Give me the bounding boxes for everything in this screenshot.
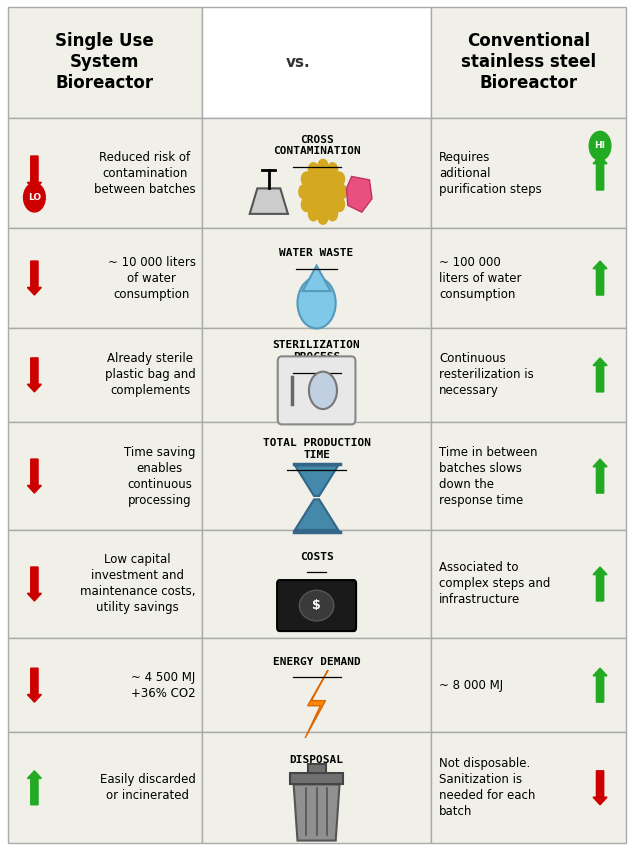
Polygon shape [593,156,607,190]
Text: Not disposable.
Sanitization is
needed for each
batch: Not disposable. Sanitization is needed f… [439,757,535,819]
Polygon shape [593,567,607,601]
Polygon shape [250,189,288,214]
Polygon shape [593,261,607,295]
Bar [8,422,202,530]
Bar [431,117,626,229]
Text: Requires
aditional
purification steps: Requires aditional purification steps [439,150,541,196]
Bar [431,530,626,638]
Bar [202,638,431,733]
Polygon shape [27,358,41,392]
Bar [8,117,202,229]
Polygon shape [593,459,607,493]
Text: Time saving
enables
continuous
processing: Time saving enables continuous processin… [124,445,196,507]
Ellipse shape [299,590,334,620]
FancyBboxPatch shape [277,580,356,631]
Circle shape [309,371,337,409]
Text: ~ 4 500 MJ
+36% CO2: ~ 4 500 MJ +36% CO2 [131,671,196,700]
Polygon shape [295,465,338,496]
Bar [202,733,431,843]
Text: HI: HI [594,141,606,150]
Circle shape [306,170,340,214]
Text: Reduced risk of
contamination
between batches: Reduced risk of contamination between ba… [94,150,196,196]
Text: Associated to
complex steps and
infrastructure: Associated to complex steps and infrastr… [439,562,550,607]
Bar [431,733,626,843]
Bar [202,328,431,422]
Bar [8,733,202,843]
Text: WATER WASTE: WATER WASTE [280,248,354,258]
Bar [202,229,431,328]
Polygon shape [294,785,340,841]
Circle shape [301,172,312,187]
Polygon shape [593,358,607,392]
Text: Low capital
investment and
maintenance costs,
utility savings: Low capital investment and maintenance c… [80,553,196,615]
Bar [431,328,626,422]
Bar [202,7,431,117]
Text: TOTAL PRODUCTION
TIME: TOTAL PRODUCTION TIME [262,439,371,460]
Bar [8,328,202,422]
Polygon shape [27,459,41,493]
Bar [8,7,202,117]
FancyBboxPatch shape [278,356,355,424]
Text: ~ 100 000
liters of water
consumption: ~ 100 000 liters of water consumption [439,256,522,301]
Polygon shape [303,265,331,291]
Polygon shape [593,668,607,702]
Polygon shape [27,567,41,601]
Bar [431,229,626,328]
Text: Continuous
resterilization is
necessary: Continuous resterilization is necessary [439,353,534,398]
Bar [202,530,431,638]
Circle shape [334,197,345,212]
Circle shape [334,172,345,187]
Circle shape [317,159,329,174]
Text: COSTS: COSTS [300,552,333,562]
Text: Conventional
stainless steel
Bioreactor: Conventional stainless steel Bioreactor [461,32,596,92]
Text: Already sterile
plastic bag and
complements: Already sterile plastic bag and compleme… [105,353,196,398]
Polygon shape [27,156,41,190]
Circle shape [327,162,338,178]
Circle shape [301,197,312,212]
Text: CROSS
CONTAMINATION: CROSS CONTAMINATION [273,134,361,156]
Text: ENERGY DEMAND: ENERGY DEMAND [273,656,361,666]
Circle shape [327,207,338,222]
Bar [8,229,202,328]
Text: LO: LO [28,193,41,202]
Bar [431,422,626,530]
Polygon shape [27,668,41,702]
Circle shape [589,132,611,161]
Polygon shape [27,261,41,295]
Bar [202,422,431,530]
Bar [308,764,326,773]
Bar [290,773,343,785]
Circle shape [308,207,319,222]
Text: Single Use
System
Bioreactor: Single Use System Bioreactor [55,32,154,92]
Circle shape [308,162,319,178]
Bar [8,530,202,638]
Text: Time in between
batches slows
down the
response time: Time in between batches slows down the r… [439,445,538,507]
Bar [431,7,626,117]
Circle shape [298,184,310,200]
Polygon shape [295,499,338,530]
Bar [202,117,431,229]
Text: $: $ [312,599,321,612]
Text: vs.: vs. [286,54,311,70]
Polygon shape [347,177,372,212]
Polygon shape [27,771,41,805]
Text: DISPOSAL: DISPOSAL [290,755,343,765]
Text: STERILIZATION
PROCESS: STERILIZATION PROCESS [273,341,361,362]
Circle shape [24,183,45,212]
Circle shape [297,277,336,328]
Bar [431,638,626,733]
Circle shape [336,184,348,200]
Polygon shape [305,670,328,738]
Text: ~ 10 000 liters
of water
consumption: ~ 10 000 liters of water consumption [108,256,196,301]
Circle shape [317,210,329,225]
Bar [8,638,202,733]
Text: ~ 8 000 MJ: ~ 8 000 MJ [439,678,503,692]
Text: Easily discarded
or incinerated: Easily discarded or incinerated [99,774,196,802]
Polygon shape [593,771,607,805]
